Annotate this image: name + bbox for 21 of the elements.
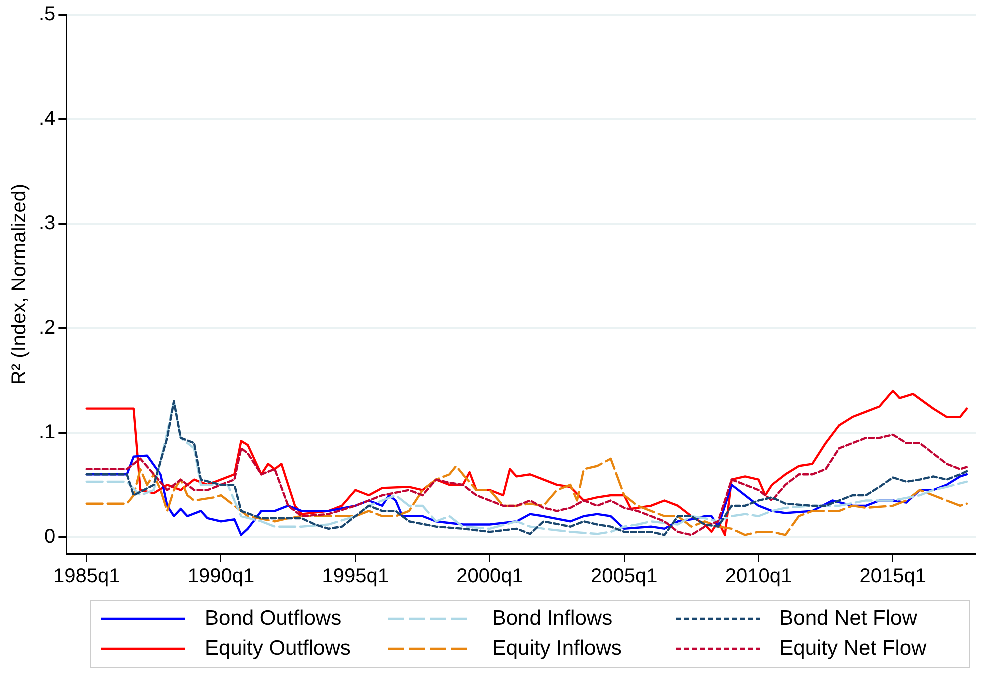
x-tick-label: 1990q1 bbox=[188, 566, 255, 588]
legend-label: Bond Net Flow bbox=[780, 607, 918, 631]
y-tick-label: 0 bbox=[44, 526, 56, 548]
y-tick-label: .4 bbox=[38, 108, 56, 130]
y-tick-label: .3 bbox=[38, 212, 56, 234]
legend-label: Equity Inflows bbox=[492, 637, 622, 661]
x-tick-label: 2005q1 bbox=[590, 566, 658, 588]
x-tick-label: 1985q1 bbox=[53, 566, 120, 588]
y-axis-title: R² (Index, Normalized) bbox=[8, 184, 31, 386]
legend-label: Equity Outflows bbox=[205, 637, 351, 661]
x-tick-label: 2015q1 bbox=[860, 566, 927, 588]
x-tick-label: 2010q1 bbox=[725, 566, 792, 588]
legend-label: Bond Inflows bbox=[492, 607, 613, 631]
x-tick-label: 1995q1 bbox=[322, 566, 389, 588]
line-series bbox=[86, 434, 968, 536]
y-tick-label: .5 bbox=[38, 4, 56, 26]
x-tick-label: 2000q1 bbox=[456, 566, 524, 588]
legend-label: Equity Net Flow bbox=[780, 637, 927, 661]
y-tick-label: .2 bbox=[38, 316, 56, 339]
legend-label: Bond Outflows bbox=[205, 607, 342, 631]
y-tick-label: .1 bbox=[38, 421, 56, 444]
